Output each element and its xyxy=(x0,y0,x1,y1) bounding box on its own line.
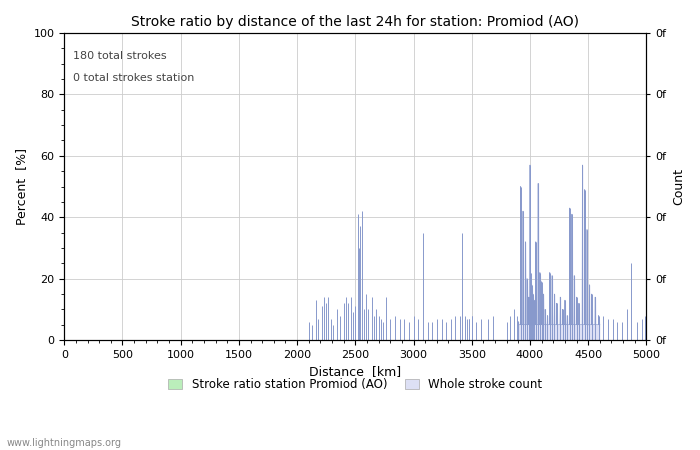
Text: www.lightningmaps.org: www.lightningmaps.org xyxy=(7,438,122,448)
Text: 0 total strokes station: 0 total strokes station xyxy=(73,73,195,83)
Text: 180 total strokes: 180 total strokes xyxy=(73,51,167,61)
X-axis label: Distance  [km]: Distance [km] xyxy=(309,365,401,378)
Y-axis label: Percent  [%]: Percent [%] xyxy=(15,148,28,225)
Legend: Stroke ratio station Promiod (AO), Whole stroke count: Stroke ratio station Promiod (AO), Whole… xyxy=(163,373,547,396)
Title: Stroke ratio by distance of the last 24h for station: Promiod (AO): Stroke ratio by distance of the last 24h… xyxy=(132,15,580,29)
Y-axis label: Count: Count xyxy=(672,168,685,205)
